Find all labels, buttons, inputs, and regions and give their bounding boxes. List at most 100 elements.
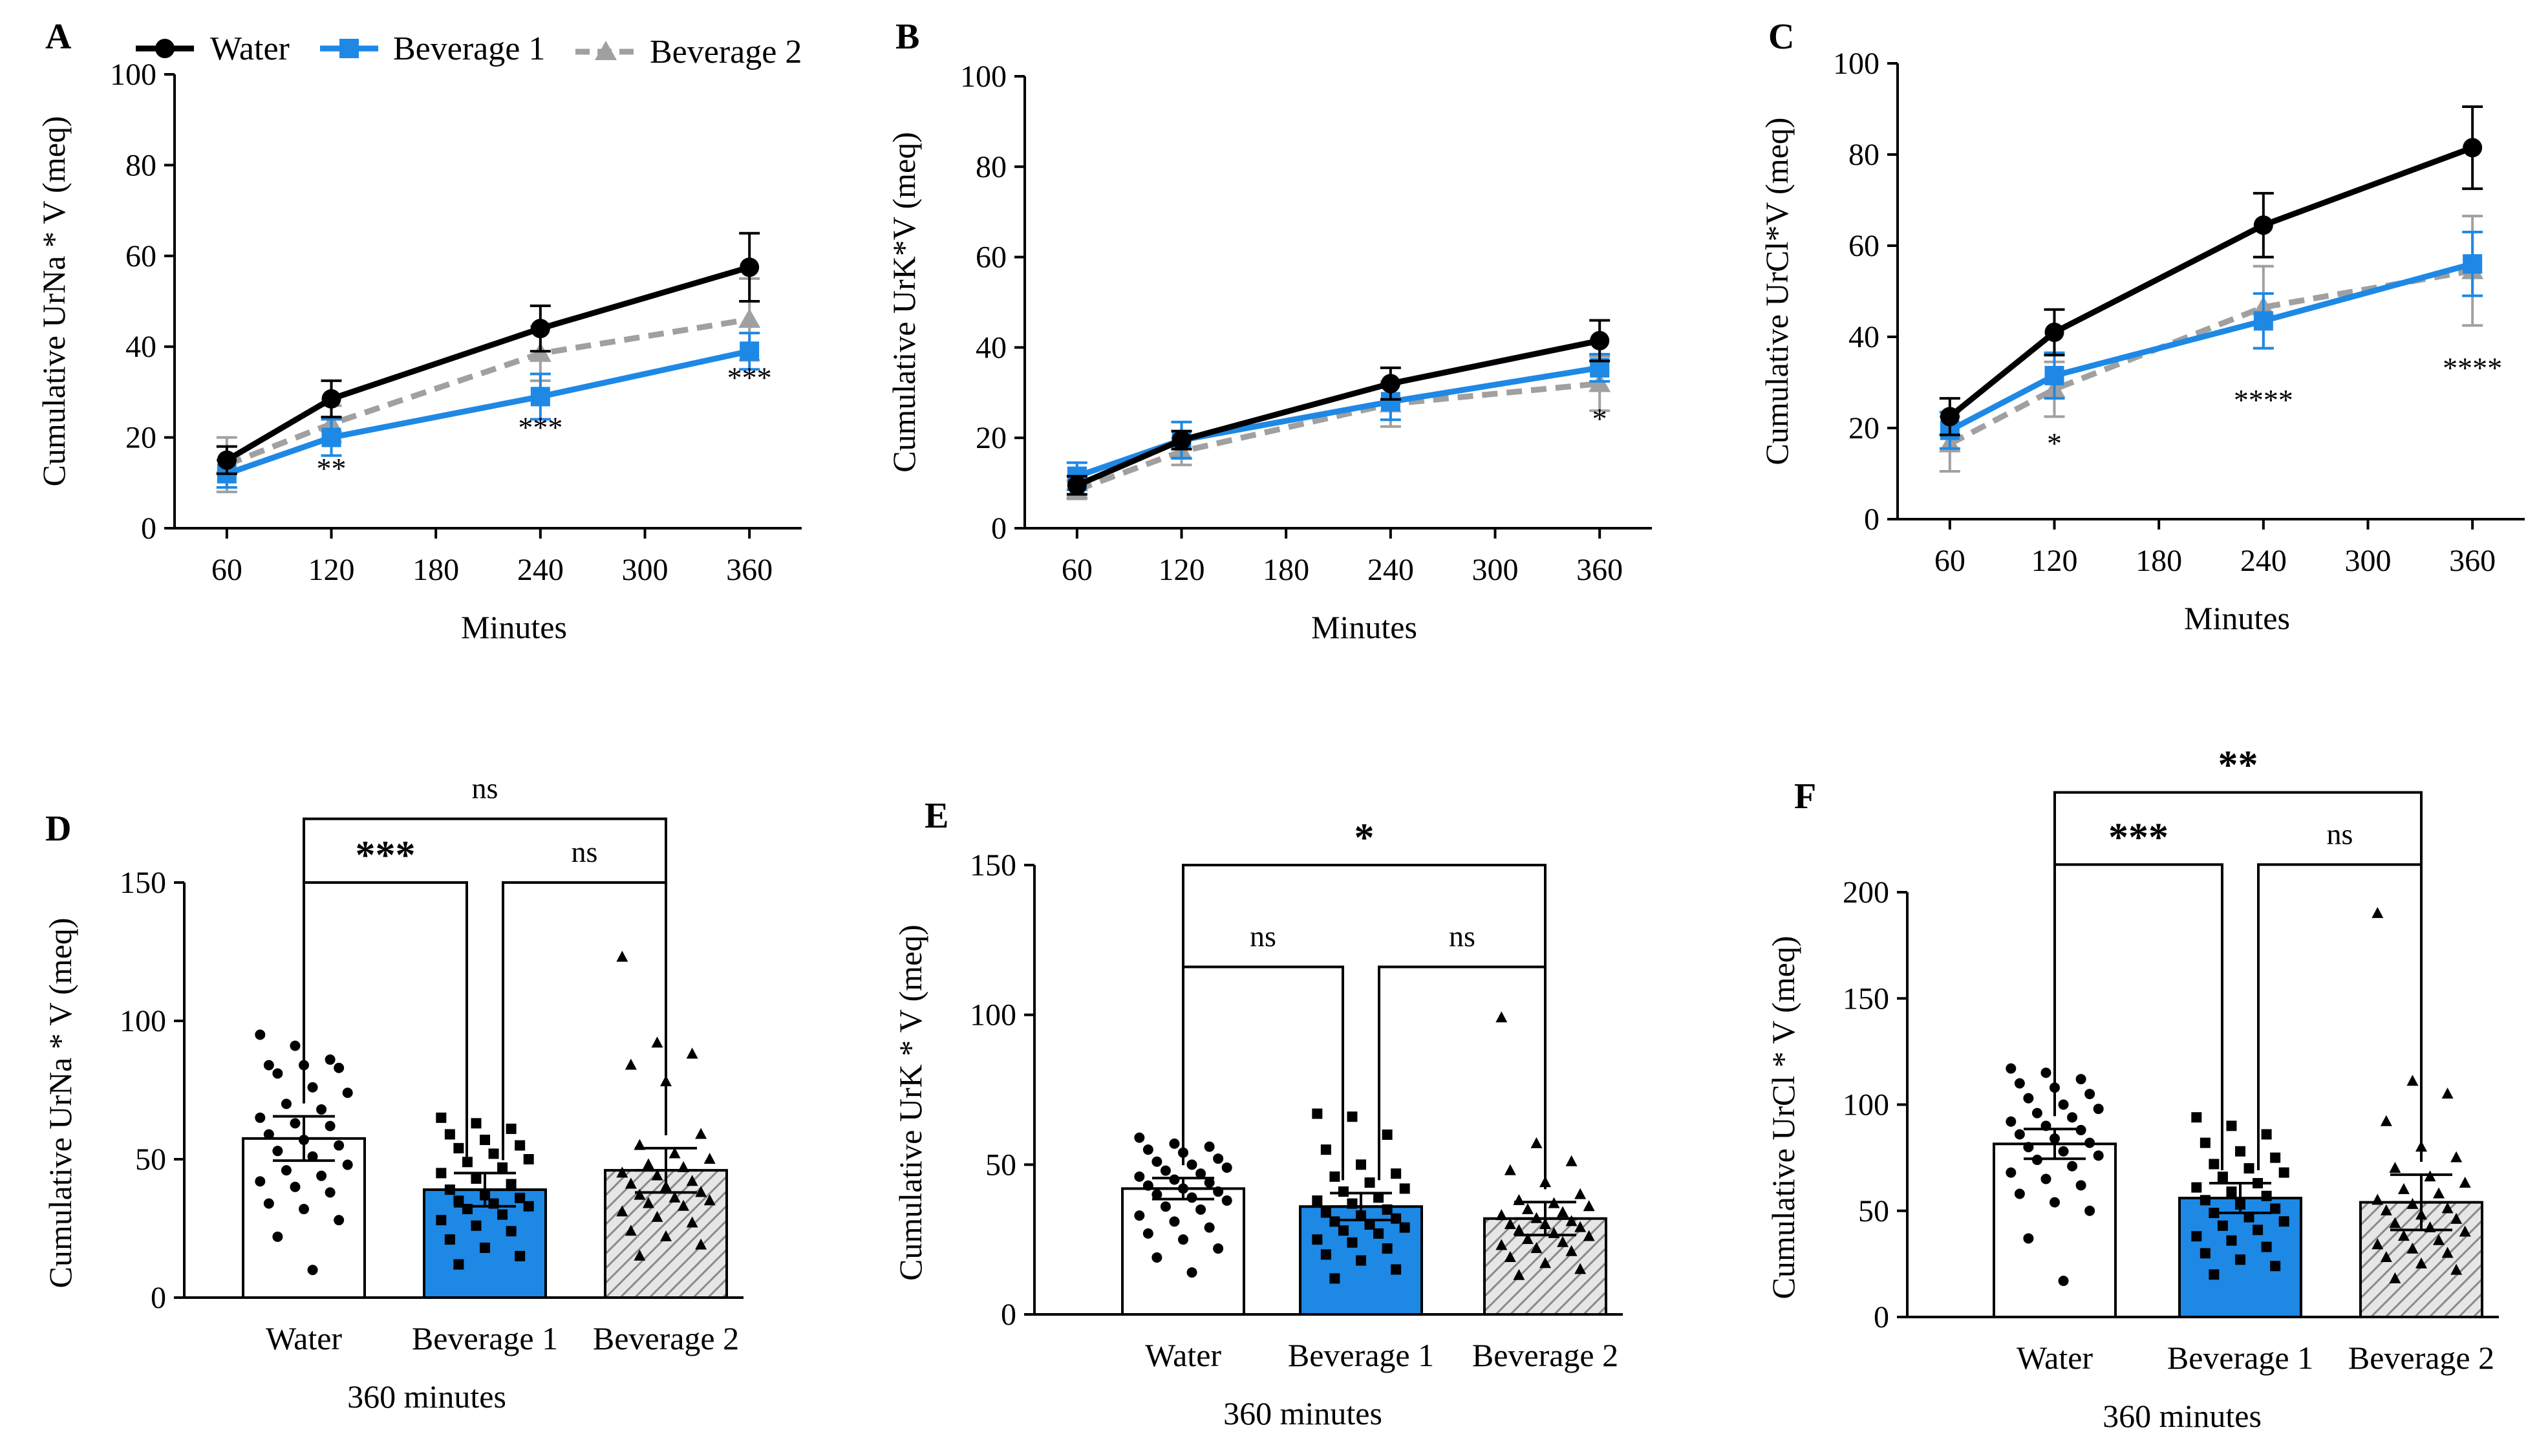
data-point-water: [1172, 430, 1192, 450]
data-point-beverage-2: [678, 1199, 690, 1211]
x-tick-label: 120: [308, 553, 355, 587]
data-point-water: [1134, 1132, 1145, 1143]
x-tick-label: Beverage 1: [412, 1320, 558, 1356]
data-point-water: [2463, 138, 2483, 158]
significance-label: *: [1592, 402, 1607, 435]
series-line-water: [1948, 145, 2474, 419]
significance-bracket: [1378, 965, 1547, 1190]
y-tick-label: 100: [970, 998, 1016, 1033]
data-point-beverage-2: [695, 1128, 707, 1139]
y-tick-label: 100: [1843, 1088, 1889, 1122]
legend-item-beverage-1: Beverage 1: [320, 30, 545, 67]
y-tick-label: 50: [1858, 1194, 1889, 1228]
x-tick-label: 180: [2136, 544, 2182, 578]
data-point-water: [1204, 1222, 1215, 1233]
data-point-water: [1169, 1216, 1180, 1227]
data-point-water: [2050, 1197, 2060, 1208]
y-tick-label: 80: [125, 148, 156, 182]
data-point-water: [2093, 1104, 2104, 1115]
data-point-beverage-1: [2191, 1112, 2202, 1123]
data-point-beverage-1: [1329, 1216, 1340, 1227]
data-point-beverage-2: [1565, 1245, 1578, 1256]
significance-label: ns: [1449, 920, 1475, 953]
data-point-beverage-2: [669, 1191, 681, 1203]
data-point-beverage-2: [1565, 1155, 1578, 1166]
data-point-beverage-2: [2459, 1177, 2471, 1188]
data-point-beverage-2: [625, 1225, 637, 1236]
y-tick-label: 100: [110, 58, 156, 92]
data-point-water: [1142, 1180, 1153, 1191]
data-point-water: [2044, 322, 2064, 342]
data-point-beverage-2: [2441, 1247, 2454, 1258]
data-point-beverage-2: [625, 1058, 637, 1070]
data-point-beverage-1: [2261, 1190, 2272, 1201]
x-tick-label: 360: [1576, 553, 1623, 587]
data-point-water: [255, 1112, 266, 1123]
data-point-beverage-2: [686, 1216, 698, 1228]
data-point-water: [325, 1120, 336, 1131]
data-point-water: [342, 1159, 353, 1170]
series-line-beverage-1: [226, 348, 751, 477]
data-point-beverage-1: [1320, 1207, 1331, 1218]
legend: Water Beverage 1 Beverage 2: [136, 30, 802, 70]
data-point-beverage-1: [2270, 1203, 2281, 1214]
data-point-beverage-2: [625, 1177, 637, 1189]
data-point-water: [2040, 1173, 2051, 1184]
legend-marker-beverage-2: [595, 41, 617, 60]
data-point-beverage-2: [1574, 1263, 1587, 1274]
data-point-water: [2067, 1112, 2078, 1123]
y-tick-label: 60: [125, 239, 156, 273]
data-point-beverage-1: [1320, 1249, 1331, 1260]
legend-label-beverage-1: Beverage 1: [393, 30, 545, 67]
data-point-water: [530, 319, 550, 339]
data-point-water: [2093, 1150, 2104, 1161]
data-point-beverage-1: [515, 1192, 526, 1203]
data-point-beverage-1: [1320, 1144, 1331, 1155]
data-point-beverage-1: [1391, 1168, 1402, 1179]
data-point-beverage-1: [1347, 1111, 1358, 1122]
y-tick-label: 0: [991, 511, 1007, 546]
data-point-water: [307, 1151, 318, 1162]
significance-bracket: [2053, 791, 2423, 1162]
data-point-water: [1160, 1201, 1171, 1212]
data-point-beverage-2: [2433, 1234, 2445, 1245]
legend-item-beverage-2: Beverage 2: [575, 34, 802, 70]
data-point-water: [342, 1087, 353, 1098]
data-point-beverage-1: [444, 1184, 455, 1195]
data-point-water: [1169, 1138, 1180, 1149]
data-point-beverage-1: [530, 387, 550, 407]
data-point-beverage-1: [2243, 1212, 2254, 1223]
data-point-water: [2075, 1074, 2086, 1085]
y-tick-label: 20: [125, 421, 156, 455]
data-point-water: [272, 1231, 283, 1242]
data-point-beverage-2: [616, 950, 628, 962]
x-tick-label: 360: [2449, 544, 2496, 578]
x-tick-label: 60: [1062, 553, 1093, 587]
data-point-water: [272, 1068, 283, 1079]
data-point-beverage-1: [2226, 1235, 2237, 1246]
y-tick-label: 50: [985, 1148, 1016, 1182]
bar-water: [1121, 1187, 1245, 1316]
data-point-water: [1213, 1243, 1224, 1254]
data-point-beverage-2: [1530, 1137, 1543, 1148]
line-chart-c: 0 20 40 60 80 100 60 120 180 240 300 360 Minutes Cumu…: [1759, 47, 2525, 636]
data-point-beverage-2: [703, 1153, 716, 1164]
legend-label-water: Water: [210, 30, 290, 67]
data-point-beverage-2: [651, 1210, 663, 1222]
significance-label: ****: [2234, 383, 2293, 416]
significance-label: ***: [727, 361, 772, 394]
data-point-water: [1151, 1252, 1162, 1263]
data-point-water: [334, 1062, 345, 1073]
data-point-beverage-1: [515, 1140, 526, 1151]
data-point-beverage-1: [1364, 1219, 1375, 1230]
data-point-beverage-1: [488, 1148, 499, 1159]
data-point-beverage-2: [669, 1147, 681, 1159]
data-point-beverage-1: [1399, 1183, 1410, 1194]
y-tick-label: 0: [141, 511, 156, 546]
data-point-beverage-2: [642, 1197, 654, 1208]
x-tick-label: 60: [1934, 544, 1965, 578]
data-point-beverage-1: [1364, 1177, 1375, 1188]
data-point-beverage-2: [2406, 1242, 2419, 1254]
x-axis-title: 360 minutes: [347, 1378, 506, 1415]
